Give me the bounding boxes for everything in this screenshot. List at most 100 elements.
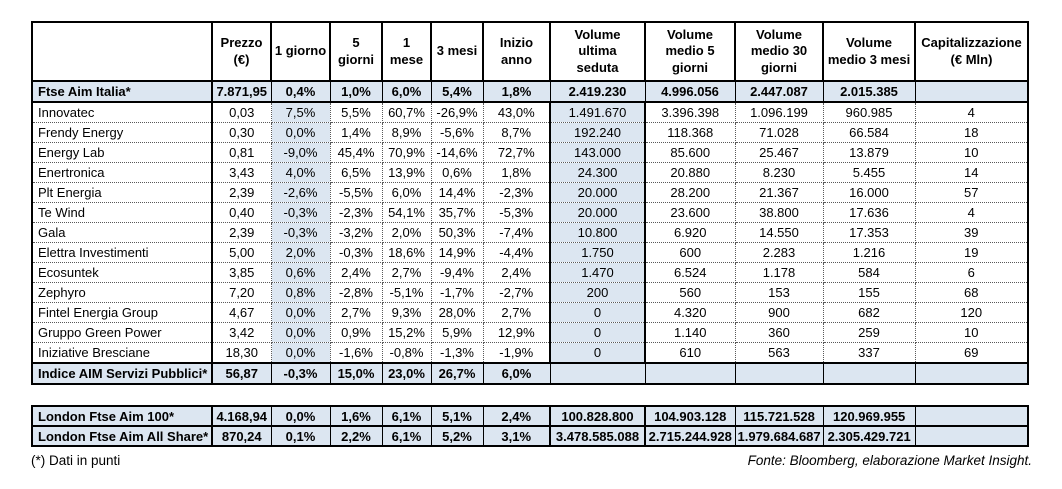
table-cell: 1.491.670 <box>549 101 646 123</box>
table-cell: 1,6% <box>329 405 383 427</box>
column-header: 3 mesi <box>430 21 484 82</box>
table-cell: 5,4% <box>430 80 484 103</box>
table-cell: 19 <box>914 242 1029 263</box>
index-row: Ftse Aim Italia* 7.871,95 0,4% 1,0% 6,0% 5,4%… <box>31 80 1029 103</box>
table-row: London Ftse Aim 100* 4.168,94 0,0% 1,6% 6,1%… <box>31 405 1029 427</box>
table-cell: -1,3% <box>430 342 484 364</box>
table-cell: -2,3% <box>482 182 551 203</box>
table-cell: 57 <box>914 182 1029 203</box>
table-row: Iniziative Bresciane 18,30 0,0% -1,6% -0,8% -… <box>31 342 1029 364</box>
table-cell: Indice AIM Servizi Pubblici* <box>31 362 213 385</box>
table-cell: 1,8% <box>482 80 551 103</box>
table-cell: 56,87 <box>211 362 272 385</box>
table-cell: 4.320 <box>644 302 736 323</box>
table-row: Elettra Investimenti 5,00 2,0% -0,3% 18,6% 14… <box>31 242 1029 263</box>
table-cell: -0,3% <box>270 222 331 243</box>
table-body: Ftse Aim Italia* 7.871,95 0,4% 1,0% 6,0% 5,4%… <box>31 80 1029 385</box>
table-cell: 3,1% <box>482 425 551 447</box>
table-cell <box>914 405 1029 427</box>
table-cell: 28.200 <box>644 182 736 203</box>
table-cell: 2,0% <box>270 242 331 263</box>
table-cell: 39 <box>914 222 1029 243</box>
table-cell: -3,2% <box>329 222 383 243</box>
table-cell: 71.028 <box>734 122 824 143</box>
header-row: Prezzo (€) 1 giorno 5 giorni 1 mese 3 mesi In… <box>31 21 1029 82</box>
table-cell: 610 <box>644 342 736 364</box>
table-cell: -7,4% <box>482 222 551 243</box>
column-header <box>31 21 213 82</box>
table-cell: 0,0% <box>270 122 331 143</box>
table-cell: 4.168,94 <box>211 405 272 427</box>
table-cell: London Ftse Aim 100* <box>31 405 213 427</box>
table-cell: 155 <box>822 282 916 303</box>
london-table: London Ftse Aim 100* 4.168,94 0,0% 1,6% 6,1%… <box>31 405 1030 447</box>
table-cell: -0,3% <box>329 242 383 263</box>
table-cell: -9,0% <box>270 142 331 163</box>
table-cell: -2,7% <box>482 282 551 303</box>
table-cell: 20.880 <box>644 162 736 183</box>
table-cell: 20.000 <box>549 202 646 223</box>
table-cell: 2,4% <box>482 262 551 283</box>
table-cell: 5,5% <box>329 101 383 123</box>
source-note: Fonte: Bloomberg, elaborazione Market In… <box>747 453 1032 468</box>
table-cell: 870,24 <box>211 425 272 447</box>
table-cell: 10 <box>914 322 1029 343</box>
table-cell: 2,39 <box>211 222 272 243</box>
table-cell <box>914 80 1029 103</box>
table-cell: Elettra Investimenti <box>31 242 213 263</box>
table-cell: 4,0% <box>270 162 331 183</box>
table-cell: 115.721.528 <box>734 405 824 427</box>
footnote: (*) Dati in punti <box>31 453 121 468</box>
table-cell <box>734 362 824 385</box>
table-cell: 7,5% <box>270 101 331 123</box>
table-cell: 6,1% <box>381 425 432 447</box>
column-header: 1 mese <box>381 21 432 82</box>
column-header: Volume medio 5 giorni <box>644 21 736 82</box>
table-row: Frendy Energy 0,30 0,0% 1,4% 8,9% -5,6% 8,7% 19… <box>31 122 1029 143</box>
table-cell: 25.467 <box>734 142 824 163</box>
table-cell: Te Wind <box>31 202 213 223</box>
table-cell: 360 <box>734 322 824 343</box>
table-cell: -1,7% <box>430 282 484 303</box>
table-cell: 1,4% <box>329 122 383 143</box>
column-header: Inizio anno <box>482 21 551 82</box>
table-cell: 143.000 <box>549 142 646 163</box>
table-cell: -2,6% <box>270 182 331 203</box>
table-cell: -14,6% <box>430 142 484 163</box>
table-cell: Gruppo Green Power <box>31 322 213 343</box>
table-cell <box>914 425 1029 447</box>
table-cell: 2,39 <box>211 182 272 203</box>
table-cell: Enertronica <box>31 162 213 183</box>
table-cell: 3.396.398 <box>644 101 736 123</box>
table-cell: 563 <box>734 342 824 364</box>
table-cell: 13,9% <box>381 162 432 183</box>
table-cell: 2.715.244.928 <box>644 425 736 447</box>
table-cell: 1.979.684.687 <box>734 425 824 447</box>
table-cell: 18,6% <box>381 242 432 263</box>
table-cell: -5,3% <box>482 202 551 223</box>
table-cell: 7.871,95 <box>211 80 272 103</box>
table-cell: 1.470 <box>549 262 646 283</box>
table-cell: 54,1% <box>381 202 432 223</box>
table-cell: 0,03 <box>211 101 272 123</box>
table-row: Gruppo Green Power 3,42 0,0% 0,9% 15,2% 5,9% 1… <box>31 322 1029 343</box>
table-cell: 118.368 <box>644 122 736 143</box>
table-cell: 14.550 <box>734 222 824 243</box>
table-cell: 2.015.385 <box>822 80 916 103</box>
table-row: Plt Energia 2,39 -2,6% -5,5% 6,0% 14,4% -2,3% 2… <box>31 182 1029 203</box>
table-cell: 2,7% <box>482 302 551 323</box>
table-row: Te Wind 0,40 -0,3% -2,3% 54,1% 35,7% -5,3% 20.0… <box>31 202 1029 223</box>
table-cell: Gala <box>31 222 213 243</box>
table-cell: 0,4% <box>270 80 331 103</box>
table-row: Gala 2,39 -0,3% -3,2% 2,0% 50,3% -7,4% 10.800 6.… <box>31 222 1029 243</box>
table-cell: 5,1% <box>430 405 484 427</box>
table-cell: 9,3% <box>381 302 432 323</box>
table-cell: 8,9% <box>381 122 432 143</box>
table-cell: 14,4% <box>430 182 484 203</box>
column-header: Volume medio 3 mesi <box>822 21 916 82</box>
table-cell: Zephyro <box>31 282 213 303</box>
table-cell: 192.240 <box>549 122 646 143</box>
table-cell: 4.996.056 <box>644 80 736 103</box>
table-cell: Energy Lab <box>31 142 213 163</box>
table-cell: 6.524 <box>644 262 736 283</box>
